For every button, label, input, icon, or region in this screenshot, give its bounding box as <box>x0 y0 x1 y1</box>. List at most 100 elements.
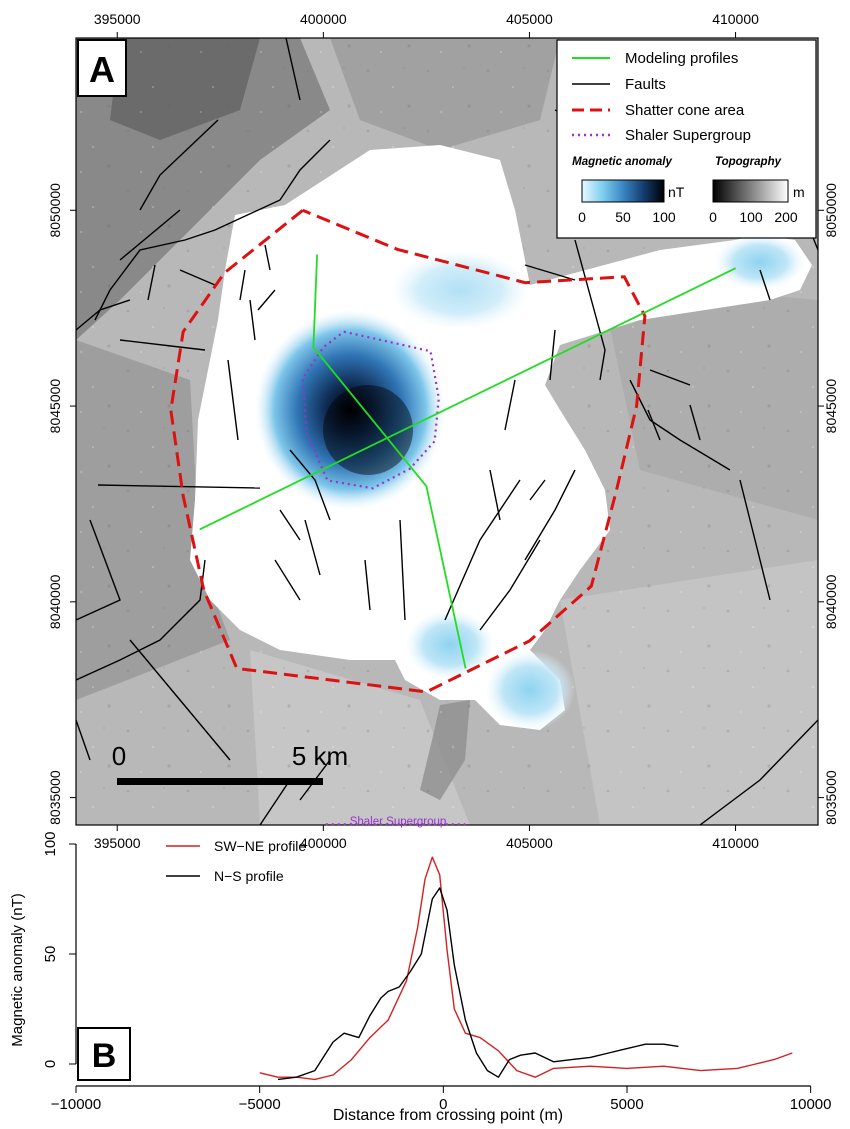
fault-line <box>76 519 121 621</box>
colorbar-magnetic-unit: nT <box>668 184 685 200</box>
fault-line <box>647 409 661 441</box>
anomaly-core <box>323 385 413 475</box>
fault-line <box>304 519 321 576</box>
scale-bar-bar <box>117 778 323 785</box>
panel-label-a-box <box>77 39 127 97</box>
fault-line <box>739 479 771 601</box>
y-tick-label-left: 8035000 <box>47 770 63 825</box>
fault-line <box>524 264 576 281</box>
colorbar-magnetic-tick: 100 <box>652 209 676 225</box>
fault-line <box>76 719 91 761</box>
x-axis-label: Distance from crossing point (m) <box>333 1107 563 1124</box>
shaler-supergroup-outline <box>301 330 440 490</box>
panel-label-b: B <box>92 1037 117 1075</box>
fault-line <box>264 244 271 271</box>
profile-x-tick-label: 0 <box>439 1096 447 1113</box>
fault-line <box>649 369 691 386</box>
fault-line <box>689 404 701 441</box>
colorbar-topography-tick: 100 <box>739 209 763 225</box>
fault-line <box>147 264 156 301</box>
x-tick-label-top: 395000 <box>94 11 141 27</box>
y-tick-label-right: 8035000 <box>823 770 839 825</box>
fault-line <box>529 479 546 501</box>
faults <box>76 38 818 825</box>
profile-x-tick-label: −10000 <box>51 1096 101 1113</box>
anomaly-blob-south <box>405 610 495 680</box>
legend-box <box>556 39 817 239</box>
fault-line <box>239 269 246 301</box>
legend-label-sw-ne: SW−NE profile <box>214 838 306 854</box>
x-tick-label-top: 400000 <box>300 11 347 27</box>
x-tick-label-bottom: 405000 <box>506 835 553 851</box>
fault-line <box>629 379 731 471</box>
x-tick-label-top: 410000 <box>712 11 759 27</box>
legend-label-shaler: Shaler Supergroup <box>625 127 751 144</box>
scale-bar-label-end: 5 km <box>292 741 348 771</box>
panel-b-chart: 0 50 100 −10000 −5000 0 5000 10000 SW−NE profil… <box>9 816 832 1124</box>
y-tick-label-right: 8040000 <box>823 574 839 629</box>
profile-series <box>259 856 793 1081</box>
y-axis-label: Magnetic anomaly (nT) <box>9 893 26 1046</box>
colorbar-topography-title: Topography <box>715 156 782 168</box>
x-tick-label-bottom: 410000 <box>712 835 759 851</box>
magnetic-anomaly-high <box>255 310 445 510</box>
fault-line <box>227 359 239 441</box>
map-ticks: 395000 395000 400000 400000 405000 405000 4100… <box>47 11 839 851</box>
fault-line <box>759 269 771 301</box>
profile-axes: 0 50 100 −10000 −5000 0 5000 10000 <box>42 823 832 1113</box>
profile-y-tick-label: 0 <box>42 1060 59 1068</box>
legend-label-faults: Faults <box>625 76 666 93</box>
y-tick-label-left: 8050000 <box>47 183 63 238</box>
fault-line <box>549 329 556 381</box>
panel-a-map: 395000 395000 400000 400000 405000 405000 4100… <box>47 11 839 851</box>
fault-line <box>479 539 541 631</box>
y-tick-label-left: 8040000 <box>47 574 63 629</box>
fault-line <box>249 299 256 341</box>
shaler-annotation-label: Shaler Supergroup <box>350 816 447 828</box>
colorbar-topography-tick: 0 <box>709 209 717 225</box>
profile-y-tick-label: 50 <box>42 946 59 963</box>
fault-line <box>257 289 276 311</box>
anomaly-blob-east <box>715 234 805 290</box>
fault-line <box>76 299 131 331</box>
colorbar-topography <box>712 179 789 203</box>
series-line-n-s <box>277 887 679 1081</box>
modeling-profile-sw-ne <box>199 267 736 531</box>
map-legend: Modeling profiles Faults Shatter cone ar… <box>556 39 817 239</box>
shatter-cone-area-outline <box>169 208 647 694</box>
colorbar-magnetic-tick: 0 <box>578 209 586 225</box>
legend-label-n-s: N−S profile <box>214 868 284 884</box>
y-tick-label-left: 8045000 <box>47 379 63 434</box>
scale-bar: 0 5 km <box>112 741 348 785</box>
fault-line <box>179 269 216 286</box>
y-tick-label-right: 8050000 <box>823 183 839 238</box>
profile-x-tick-label: −5000 <box>239 1096 281 1113</box>
profile-x-tick-label: 5000 <box>610 1096 643 1113</box>
colorbar-topography-unit: m <box>793 184 805 200</box>
x-tick-label-top: 405000 <box>506 11 553 27</box>
fault-line <box>285 38 301 101</box>
fault-line <box>129 639 231 761</box>
x-tick-label-bottom: 395000 <box>94 835 141 851</box>
fault-line <box>119 339 206 351</box>
y-tick-label-right: 8045000 <box>823 379 839 434</box>
fault-line <box>139 119 219 211</box>
anomaly-blob-north <box>390 250 530 330</box>
modeling-profile-n-s <box>312 254 467 669</box>
fault-line <box>524 469 576 561</box>
panel-label-a: A <box>89 49 115 90</box>
panel-label-b-box <box>77 1027 131 1081</box>
fault-line <box>289 449 331 521</box>
fault-line <box>364 559 371 611</box>
colorbar-magnetic-title: Magnetic anomaly <box>572 156 672 168</box>
fault-line <box>444 479 521 621</box>
colorbar-magnetic-tick: 50 <box>615 209 631 225</box>
fault-line <box>399 519 406 621</box>
map-overlays <box>169 208 736 694</box>
colorbar-magnetic <box>581 179 665 203</box>
anomaly-blob-southeast <box>485 650 575 730</box>
fault-line <box>259 779 291 825</box>
fault-line <box>119 209 181 261</box>
x-tick-label-bottom: 400000 <box>300 835 347 851</box>
